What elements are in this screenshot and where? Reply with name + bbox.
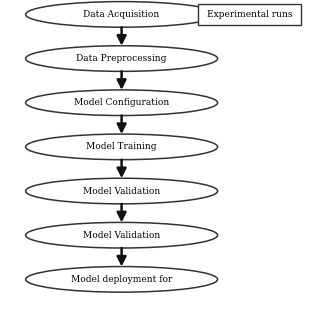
Ellipse shape	[26, 134, 218, 160]
Ellipse shape	[26, 178, 218, 204]
Text: Model Training: Model Training	[86, 142, 157, 151]
Text: Data Preprocessing: Data Preprocessing	[76, 54, 167, 63]
Ellipse shape	[26, 46, 218, 71]
Text: Data Acquisition: Data Acquisition	[84, 10, 160, 19]
Text: Model Configuration: Model Configuration	[74, 98, 169, 107]
Text: Model Validation: Model Validation	[83, 187, 160, 196]
Text: Experimental runs: Experimental runs	[207, 10, 292, 19]
Bar	[198, 4, 301, 25]
Ellipse shape	[26, 2, 218, 27]
Ellipse shape	[26, 90, 218, 116]
Ellipse shape	[26, 267, 218, 292]
Text: Model deployment for: Model deployment for	[71, 275, 172, 284]
Ellipse shape	[26, 222, 218, 248]
Text: Model Validation: Model Validation	[83, 231, 160, 240]
